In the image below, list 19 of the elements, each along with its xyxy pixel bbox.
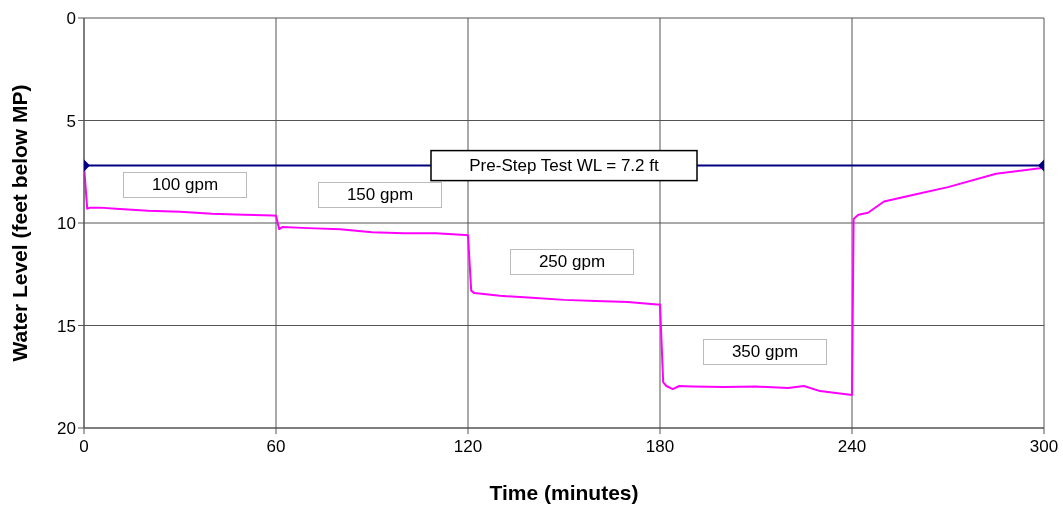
x-tick-label: 120 [453,437,483,457]
x-tick-label: 60 [266,437,286,457]
y-tick-label: 5 [66,111,76,131]
y-tick-label: 10 [57,214,76,234]
x-tick-label: 300 [1029,437,1059,457]
label-box: 100 gpm [123,172,247,198]
annotation: Pre-Step Test WL = 7.2 ft [469,156,659,176]
y-tick-label: 20 [57,419,76,439]
label-box: 150 gpm [318,182,442,208]
x-tick-label: 180 [645,437,675,457]
y-axis-title: Water Level (feet below MP) [8,84,32,362]
label-box: Pre-Step Test WL = 7.2 ft [430,149,698,182]
x-tick-label: 240 [837,437,867,457]
y-tick-label: 15 [57,316,76,336]
label-box: 250 gpm [510,249,634,275]
x-tick-label: 0 [79,437,89,457]
label-box: 350 gpm [703,339,827,365]
y-tick-label: 0 [66,9,76,29]
x-axis-title: Time (minutes) [489,481,639,504]
